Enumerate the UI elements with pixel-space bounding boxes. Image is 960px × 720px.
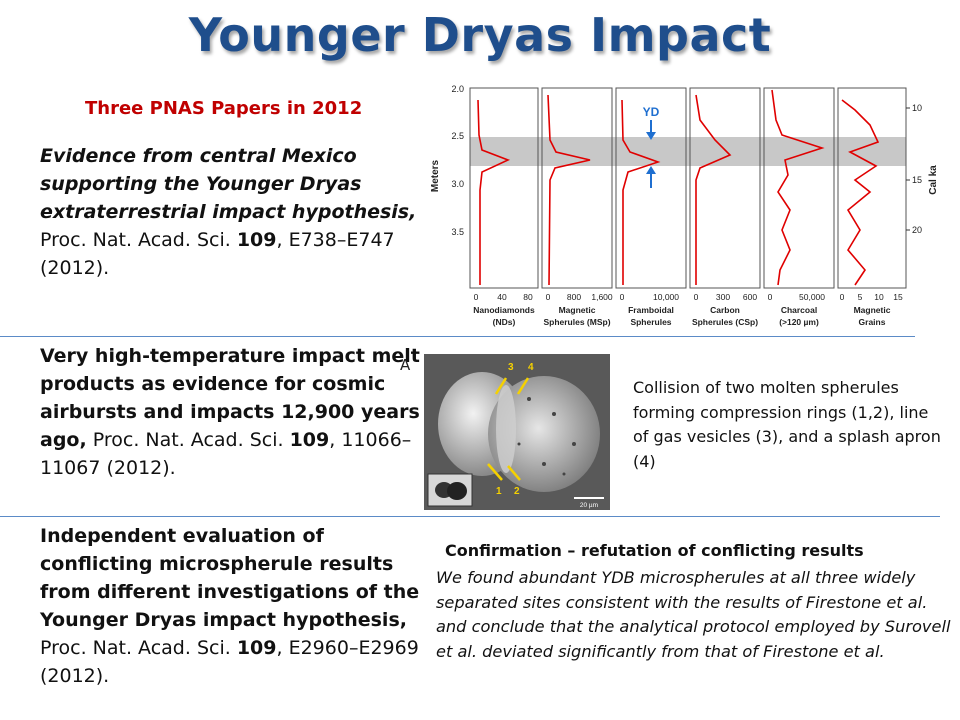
panel-label: Magnetic xyxy=(559,305,596,315)
x-tick: 300 xyxy=(716,292,730,302)
panel-frame xyxy=(541,87,613,289)
panel-label: Grains xyxy=(859,317,886,327)
panel-label: Spherules (MSp) xyxy=(543,317,610,327)
confirmation-body: We found abundant YDB microspherules at … xyxy=(436,568,951,661)
panel-label: (>120 µm) xyxy=(779,317,819,327)
panel-label: Nanodiamonds xyxy=(473,305,535,315)
x-tick: 600 xyxy=(743,292,757,302)
marker-label: 4 xyxy=(528,362,534,373)
paper-reference-1: Evidence from central Mexico supporting … xyxy=(40,145,417,279)
scale-label: 20 µm xyxy=(580,502,598,509)
marker-arrow-2 xyxy=(507,465,521,481)
panel-label: Spherules xyxy=(630,317,671,327)
spherule-micrograph: 3 4 1 2 A 20 µm xyxy=(424,354,610,510)
panel-frame xyxy=(689,87,761,289)
journal-volume: 109 xyxy=(289,429,330,451)
marker-arrow-3 xyxy=(494,377,508,395)
series-line-magnetic-grains xyxy=(841,99,880,286)
right-tick: 15 xyxy=(912,175,922,185)
divider xyxy=(0,336,915,337)
x-tick: 0 xyxy=(546,292,551,302)
panel-label: Spherules (CSp) xyxy=(692,317,758,327)
journal-pages: 11066–11067 (2012). xyxy=(40,429,412,479)
journal-pages: E738–E747 (2012). xyxy=(40,229,395,279)
series-line-charcoal xyxy=(771,89,825,286)
panel-letter-a: A xyxy=(400,356,411,374)
scale-bar xyxy=(574,497,604,499)
paper-reference-3: Independent evaluation of conflicting mi… xyxy=(40,525,420,687)
x-tick: 10,000 xyxy=(653,292,679,302)
marker-arrow-4 xyxy=(516,377,530,395)
stratigraphy-figure: Meters 2.0 2.5 3.0 3.5 YD 10 15 xyxy=(430,84,939,327)
journal-name: Proc. Nat. Acad. Sci. xyxy=(40,229,231,251)
spherule-right xyxy=(488,376,600,492)
x-tick: 0 xyxy=(474,292,479,302)
panel-label: Framboidal xyxy=(628,305,674,315)
right-tick: 20 xyxy=(912,225,922,235)
x-tick: 0 xyxy=(694,292,699,302)
series-line-framboidal-spherules xyxy=(621,99,661,285)
x-tick: 1,600 xyxy=(591,292,613,302)
x-tick: 0 xyxy=(620,292,625,302)
paper-reference-2: Very high-temperature impact melt produc… xyxy=(40,345,420,479)
slide-subtitle: Three PNAS Papers in 2012 xyxy=(85,98,363,119)
journal-pages: E2960–E2969 (2012). xyxy=(40,637,419,687)
journal-name: Proc. Nat. Acad. Sci. xyxy=(92,429,284,451)
yd-arrow-head xyxy=(646,132,656,140)
series-line-magnetic-spherules xyxy=(547,94,591,286)
x-tick: 0 xyxy=(768,292,773,302)
paper-title: Independent evaluation of conflicting mi… xyxy=(40,525,420,631)
paper-title: Very high-temperature impact melt produc… xyxy=(40,345,420,451)
y-tick: 2.5 xyxy=(451,131,464,141)
slide-title: Younger Dryas Impact xyxy=(188,8,772,62)
marker-arrow-1 xyxy=(487,463,503,481)
x-tick: 40 xyxy=(497,292,507,302)
y-tick: 2.0 xyxy=(451,84,464,94)
y-axis-label: Meters xyxy=(430,159,441,192)
marker-label: 3 xyxy=(508,362,514,373)
x-tick: 10 xyxy=(874,292,884,302)
image-caption: Collision of two molten spherules formin… xyxy=(633,378,941,471)
confirmation-title: Confirmation – refutation of conflicting… xyxy=(445,541,864,560)
panel-label: Magnetic xyxy=(854,305,891,315)
paper-title: Evidence from central Mexico supporting … xyxy=(40,145,417,223)
journal-volume: 109 xyxy=(236,229,277,251)
journal-volume: 109 xyxy=(236,637,277,659)
marker-label: 1 xyxy=(496,486,502,497)
marker-label: 2 xyxy=(514,486,520,497)
journal-name: Proc. Nat. Acad. Sci. xyxy=(40,637,231,659)
panel-frame xyxy=(469,87,539,289)
panel-label: Charcoal xyxy=(781,305,817,315)
yd-arrow-head xyxy=(646,166,656,174)
series-line-carbon-spherules xyxy=(695,94,732,285)
x-tick: 5 xyxy=(858,292,863,302)
panel-frame xyxy=(615,87,687,289)
yd-band xyxy=(470,137,906,166)
panel-label: Carbon xyxy=(710,305,740,315)
y-tick: 3.5 xyxy=(451,227,464,237)
divider xyxy=(0,516,940,517)
x-tick: 800 xyxy=(567,292,581,302)
panel-frame xyxy=(837,87,907,289)
panel-frame xyxy=(763,87,835,289)
series-line-nanodiamonds xyxy=(477,99,511,285)
panel-label: (NDs) xyxy=(493,317,516,327)
right-tick: 10 xyxy=(912,103,922,113)
right-axis-label: Cal ka xyxy=(928,165,939,195)
x-tick: 80 xyxy=(523,292,533,302)
yd-label: YD xyxy=(643,105,660,119)
y-tick: 3.0 xyxy=(451,179,464,189)
x-tick: 50,000 xyxy=(799,292,825,302)
x-tick: 0 xyxy=(840,292,845,302)
x-tick: 15 xyxy=(893,292,903,302)
